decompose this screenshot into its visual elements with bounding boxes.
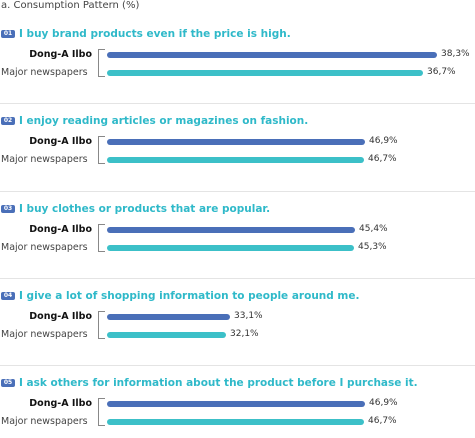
row-bracket	[98, 398, 105, 426]
dong-a-ilbo-bar	[107, 52, 437, 58]
major-newspapers-bar	[107, 419, 364, 425]
question-heading: 01 I buy brand products even if the price…	[1, 28, 291, 40]
section-divider	[0, 103, 475, 104]
section-divider	[0, 365, 475, 366]
dong-a-ilbo-bar	[107, 227, 355, 233]
question-number-badge: 05	[1, 379, 15, 387]
dong-a-ilbo-bar	[107, 314, 230, 320]
section-divider	[0, 191, 475, 192]
value-label: 36,7%	[427, 67, 456, 77]
dong-a-ilbo-label: Dong-A Ilbo	[29, 311, 92, 322]
major-newspapers-label: Major newspapers	[1, 67, 88, 78]
question-number-badge: 02	[1, 117, 15, 125]
question-heading: 03 I buy clothes or products that are pop…	[1, 203, 270, 215]
value-label: 45,3%	[358, 242, 387, 252]
major-newspapers-bar	[107, 70, 423, 76]
row-bracket	[98, 224, 105, 252]
major-newspapers-bar	[107, 332, 226, 338]
value-label: 38,3%	[441, 49, 470, 59]
major-newspapers-label: Major newspapers	[1, 154, 88, 165]
value-label: 46,7%	[368, 416, 397, 426]
dong-a-ilbo-bar	[107, 401, 365, 407]
dong-a-ilbo-label: Dong-A Ilbo	[29, 398, 92, 409]
value-label: 45,4%	[359, 224, 388, 234]
value-label: 46,9%	[369, 136, 398, 146]
row-bracket	[98, 311, 105, 339]
question-text: I buy brand products even if the price i…	[19, 28, 291, 40]
value-label: 46,7%	[368, 154, 397, 164]
question-heading: 04 I give a lot of shopping information t…	[1, 290, 360, 302]
dong-a-ilbo-label: Dong-A Ilbo	[29, 49, 92, 60]
question-heading: 05 I ask others for information about the…	[1, 377, 418, 389]
major-newspapers-label: Major newspapers	[1, 416, 88, 427]
row-bracket	[98, 136, 105, 164]
value-label: 33,1%	[234, 311, 263, 321]
question-text: I give a lot of shopping information to …	[19, 290, 360, 302]
dong-a-ilbo-label: Dong-A Ilbo	[29, 136, 92, 147]
question-heading: 02 I enjoy reading articles or magazines …	[1, 115, 308, 127]
major-newspapers-bar	[107, 245, 354, 251]
value-label: 46,9%	[369, 398, 398, 408]
question-text: I enjoy reading articles or magazines on…	[19, 115, 309, 127]
question-number-badge: 01	[1, 30, 15, 38]
dong-a-ilbo-bar	[107, 139, 365, 145]
dong-a-ilbo-label: Dong-A Ilbo	[29, 224, 92, 235]
value-label: 32,1%	[230, 329, 259, 339]
section-divider	[0, 278, 475, 279]
chart-title: a. Consumption Pattern (%)	[1, 0, 140, 11]
major-newspapers-label: Major newspapers	[1, 242, 88, 253]
question-number-badge: 04	[1, 292, 15, 300]
question-text: I ask others for information about the p…	[19, 377, 418, 389]
row-bracket	[98, 49, 105, 77]
major-newspapers-bar	[107, 157, 364, 163]
question-number-badge: 03	[1, 205, 15, 213]
question-text: I buy clothes or products that are popul…	[19, 203, 271, 215]
major-newspapers-label: Major newspapers	[1, 329, 88, 340]
